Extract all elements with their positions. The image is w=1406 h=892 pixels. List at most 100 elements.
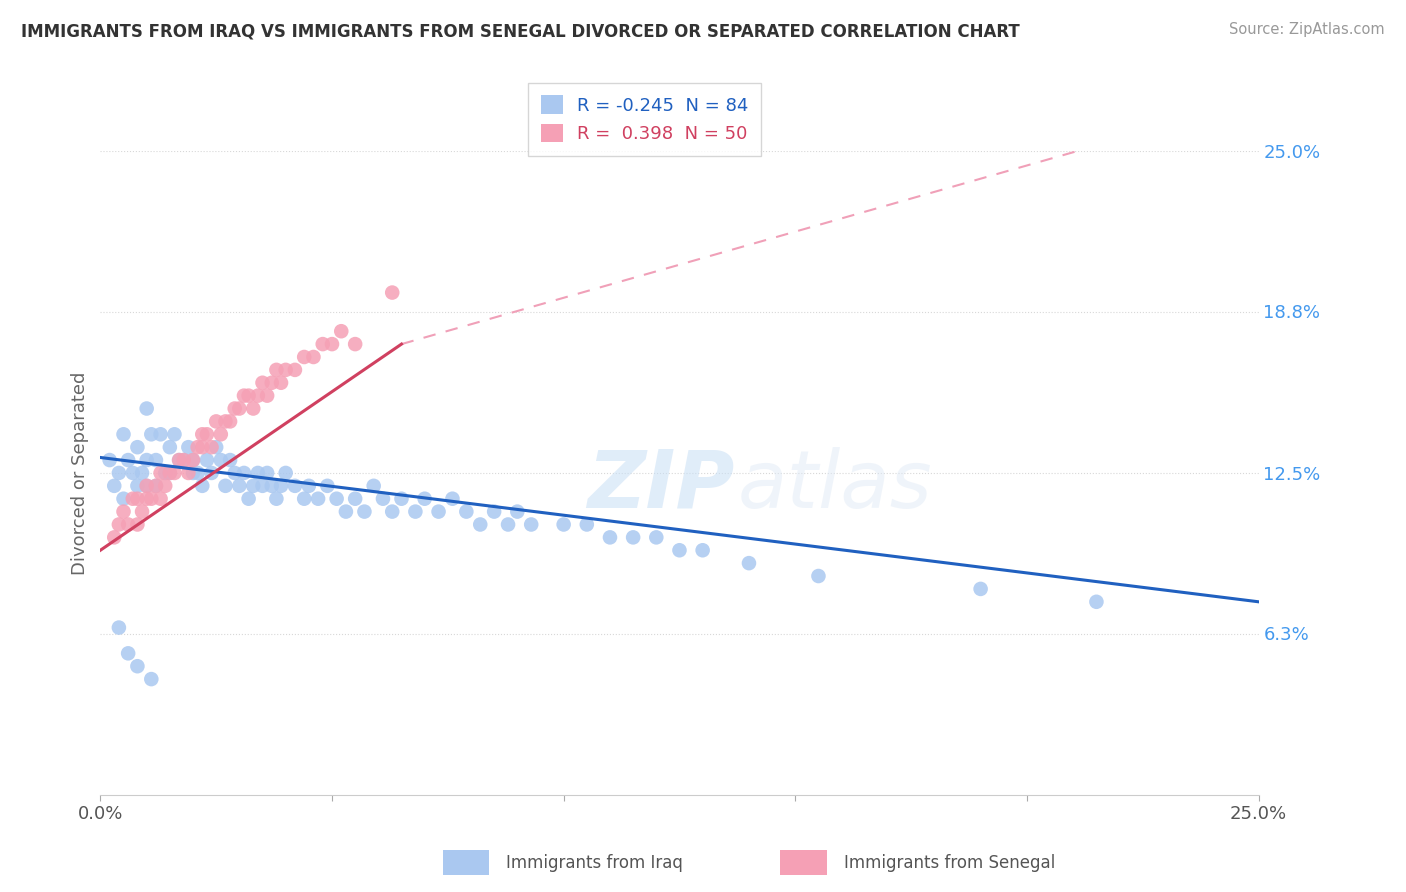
Point bbox=[209, 427, 232, 442]
Point bbox=[155, 479, 177, 493]
Legend: R = -0.245  N = 84, R =  0.398  N = 50: R = -0.245 N = 84, R = 0.398 N = 50 bbox=[529, 83, 761, 155]
Point bbox=[413, 491, 436, 506]
Point bbox=[242, 401, 264, 416]
Point bbox=[284, 363, 307, 377]
Point bbox=[181, 453, 204, 467]
Point bbox=[575, 517, 598, 532]
Point bbox=[242, 479, 264, 493]
Point bbox=[599, 530, 621, 544]
Point bbox=[252, 376, 274, 390]
Point bbox=[117, 646, 139, 660]
Point bbox=[404, 505, 426, 519]
Point bbox=[200, 440, 222, 454]
Point bbox=[121, 466, 143, 480]
Point bbox=[274, 466, 297, 480]
Point bbox=[149, 491, 172, 506]
Point bbox=[127, 479, 149, 493]
Y-axis label: Divorced or Separated: Divorced or Separated bbox=[72, 371, 89, 574]
Point bbox=[117, 453, 139, 467]
Point bbox=[266, 363, 288, 377]
Point bbox=[238, 491, 260, 506]
Text: Source: ZipAtlas.com: Source: ZipAtlas.com bbox=[1229, 22, 1385, 37]
Point bbox=[371, 491, 394, 506]
Text: ZIP: ZIP bbox=[586, 447, 734, 524]
Point bbox=[135, 453, 157, 467]
Point bbox=[256, 389, 278, 403]
Point bbox=[187, 440, 209, 454]
Point bbox=[969, 582, 991, 596]
Point bbox=[353, 505, 375, 519]
Point bbox=[270, 479, 292, 493]
Point bbox=[246, 389, 269, 403]
Point bbox=[441, 491, 464, 506]
Point bbox=[233, 389, 256, 403]
Point bbox=[173, 453, 195, 467]
Point bbox=[145, 479, 167, 493]
Point bbox=[330, 324, 353, 338]
Point bbox=[645, 530, 668, 544]
Point bbox=[274, 363, 297, 377]
Point bbox=[205, 440, 228, 454]
Point bbox=[292, 350, 315, 364]
Point bbox=[260, 376, 283, 390]
Point bbox=[252, 479, 274, 493]
Point bbox=[177, 466, 200, 480]
Point bbox=[155, 466, 177, 480]
Point bbox=[195, 427, 218, 442]
Point bbox=[112, 427, 135, 442]
Point bbox=[167, 453, 190, 467]
Point bbox=[224, 466, 246, 480]
Point bbox=[159, 466, 181, 480]
Point bbox=[145, 479, 167, 493]
Point bbox=[159, 440, 181, 454]
Text: Immigrants from Senegal: Immigrants from Senegal bbox=[844, 855, 1054, 872]
Point bbox=[266, 491, 288, 506]
Point bbox=[312, 337, 335, 351]
Point bbox=[145, 453, 167, 467]
Point bbox=[219, 453, 242, 467]
Point bbox=[256, 466, 278, 480]
Point bbox=[135, 401, 157, 416]
Point bbox=[187, 466, 209, 480]
Text: Immigrants from Iraq: Immigrants from Iraq bbox=[506, 855, 683, 872]
Point bbox=[159, 466, 181, 480]
Point bbox=[344, 491, 367, 506]
Point bbox=[381, 505, 404, 519]
Point bbox=[260, 479, 283, 493]
Point bbox=[195, 453, 218, 467]
Point bbox=[173, 453, 195, 467]
Point bbox=[316, 479, 339, 493]
Point bbox=[121, 491, 143, 506]
Point bbox=[200, 466, 222, 480]
Point bbox=[209, 453, 232, 467]
Text: IMMIGRANTS FROM IRAQ VS IMMIGRANTS FROM SENEGAL DIVORCED OR SEPARATED CORRELATIO: IMMIGRANTS FROM IRAQ VS IMMIGRANTS FROM … bbox=[21, 22, 1019, 40]
Point bbox=[470, 517, 492, 532]
Point bbox=[177, 440, 200, 454]
Point bbox=[553, 517, 575, 532]
Point bbox=[668, 543, 690, 558]
Point bbox=[191, 440, 214, 454]
Point bbox=[127, 440, 149, 454]
Point bbox=[692, 543, 714, 558]
Point bbox=[738, 556, 761, 570]
Point bbox=[307, 491, 329, 506]
Point bbox=[284, 479, 307, 493]
Point bbox=[163, 427, 186, 442]
Point bbox=[135, 491, 157, 506]
Point bbox=[149, 466, 172, 480]
Point bbox=[163, 466, 186, 480]
Point bbox=[1085, 595, 1108, 609]
Point bbox=[127, 659, 149, 673]
Point bbox=[224, 401, 246, 416]
Point bbox=[127, 517, 149, 532]
Point bbox=[214, 414, 236, 428]
Point bbox=[112, 505, 135, 519]
Point bbox=[381, 285, 404, 300]
Point bbox=[270, 376, 292, 390]
Point bbox=[103, 479, 125, 493]
Point bbox=[456, 505, 478, 519]
Point bbox=[621, 530, 644, 544]
Point bbox=[292, 491, 315, 506]
Point bbox=[344, 337, 367, 351]
Point bbox=[141, 491, 163, 506]
